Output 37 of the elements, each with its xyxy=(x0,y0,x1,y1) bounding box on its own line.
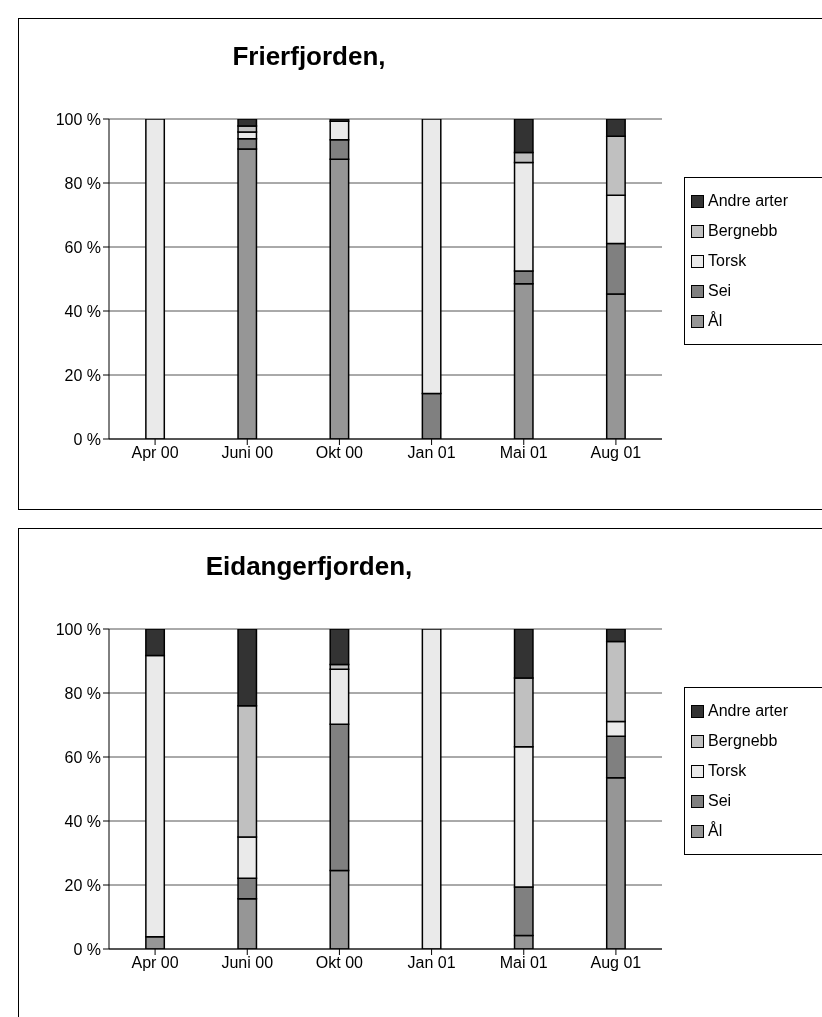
x-tick-label: Juni 00 xyxy=(221,954,274,972)
legend-label: Andre arter xyxy=(708,702,789,720)
x-tick-label: Okt 00 xyxy=(315,954,364,972)
legend-label: Torsk xyxy=(708,762,747,780)
x-tick-label: Mai 01 xyxy=(499,444,548,462)
y-tick-label: 20 % xyxy=(64,366,101,384)
y-tick-label: 80 % xyxy=(64,684,101,702)
legend-label: Bergnebb xyxy=(708,222,778,240)
x-tick-label: Apr 00 xyxy=(131,444,179,462)
legend-label: Torsk xyxy=(708,252,747,270)
x-tick-label: Aug 01 xyxy=(590,444,642,462)
chart-title: Frierfjorden, xyxy=(231,41,387,72)
y-tick-label: 60 % xyxy=(64,238,101,256)
legend-label: Andre arter xyxy=(708,192,789,210)
x-tick-label: Juni 00 xyxy=(221,444,274,462)
chart-title: Eidangerfjorden, xyxy=(204,551,414,582)
bar xyxy=(329,629,350,666)
x-tick-label: Jan 01 xyxy=(407,444,456,462)
y-tick-label: 80 % xyxy=(64,174,101,192)
legend-label: Ål xyxy=(708,822,723,840)
y-tick-label: 0 % xyxy=(73,940,101,958)
x-tick-label: Aug 01 xyxy=(590,954,642,972)
x-tick-label: Okt 00 xyxy=(315,444,364,462)
x-tick-label: Jan 01 xyxy=(407,954,456,972)
y-tick-label: 20 % xyxy=(64,876,101,894)
y-tick-label: 100 % xyxy=(55,110,101,128)
y-tick-label: 100 % xyxy=(55,620,101,638)
x-tick-label: Apr 00 xyxy=(131,954,179,972)
legend-label: Sei xyxy=(708,282,732,300)
legend-label: Ål xyxy=(708,312,723,330)
x-tick-label: Mai 01 xyxy=(499,954,548,972)
y-tick-label: 60 % xyxy=(64,748,101,766)
y-tick-label: 0 % xyxy=(73,430,101,448)
legend-label: Sei xyxy=(708,792,732,810)
legend-label: Bergnebb xyxy=(708,732,778,750)
y-tick-label: 40 % xyxy=(64,302,101,320)
y-tick-label: 40 % xyxy=(64,812,101,830)
